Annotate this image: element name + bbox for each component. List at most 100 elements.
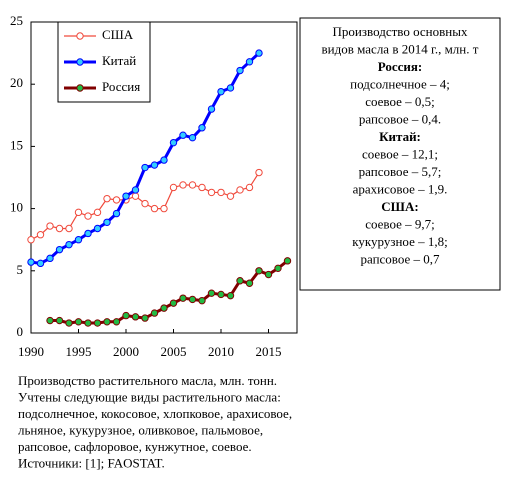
caption-line: подсолнечное, кокосовое, хлопковое, арах… (18, 406, 292, 421)
data-point (255, 49, 263, 57)
data-point (103, 218, 111, 226)
data-point (245, 58, 254, 66)
data-point (226, 84, 235, 92)
data-point (198, 296, 206, 305)
data-point (226, 291, 235, 300)
data-point (46, 222, 54, 230)
legend-marker (76, 32, 84, 40)
data-point (236, 66, 244, 75)
data-point (27, 236, 35, 244)
data-point (217, 87, 225, 96)
note-line: видов масла в 2014 г., млн. т (322, 41, 479, 56)
note-line: соевое – 0,5; (365, 94, 435, 109)
data-point (131, 186, 140, 194)
data-point (84, 212, 92, 220)
data-point (122, 311, 130, 320)
data-point (198, 183, 206, 192)
data-point (188, 295, 197, 304)
data-point (84, 229, 92, 238)
data-point (188, 133, 197, 142)
data-point (207, 105, 216, 113)
note-line: рапсовое – 5,7; (359, 164, 442, 179)
plot-frame (30, 21, 298, 334)
data-point (217, 290, 225, 299)
data-point (65, 319, 73, 327)
note-line: Производство основных (333, 24, 468, 39)
legend-marker (76, 58, 84, 66)
data-point (122, 192, 130, 200)
note-line: Россия: (378, 59, 423, 74)
x-tick-label: 2005 (161, 344, 187, 359)
data-point (207, 188, 216, 197)
data-point (255, 267, 263, 275)
y-tick-label: 0 (17, 324, 24, 339)
data-point (264, 270, 273, 279)
data-point (198, 124, 206, 132)
data-point (93, 319, 102, 327)
data-point (112, 318, 121, 326)
data-point (217, 188, 225, 197)
data-point (131, 313, 140, 321)
note-line: подсолнечное – 4; (350, 76, 450, 91)
data-point (236, 186, 244, 194)
data-point (169, 183, 178, 192)
y-tick-label: 20 (10, 75, 23, 90)
data-point (245, 183, 254, 192)
legend-label: США (102, 27, 134, 42)
data-point (112, 209, 121, 218)
y-tick-label: 15 (10, 137, 23, 152)
data-point (74, 208, 83, 217)
caption-line: Производство растительного масла, млн. т… (18, 373, 277, 388)
note-line: арахисовое – 1,9. (353, 181, 448, 196)
caption-line: Источники: [1]; FAOSTAT. (18, 455, 165, 470)
data-point (207, 289, 216, 297)
data-point (274, 264, 282, 273)
data-point (55, 245, 64, 254)
data-point (55, 316, 64, 325)
data-point (160, 156, 168, 164)
x-tick-label: 1995 (66, 344, 92, 359)
data-point (236, 277, 244, 285)
data-point (36, 259, 45, 268)
legend-marker (76, 84, 84, 92)
data-point (226, 192, 235, 200)
data-point (179, 294, 187, 302)
data-point (84, 319, 92, 327)
data-point (46, 316, 54, 325)
note-line: соевое – 12,1; (362, 146, 438, 161)
data-point (150, 204, 159, 213)
data-point (55, 224, 64, 233)
caption-line: рапсовое, сафлоровое, кунжутное, соевое. (18, 439, 252, 454)
data-point (188, 181, 197, 189)
data-point (36, 231, 45, 239)
data-point (103, 318, 111, 326)
data-point (245, 279, 254, 287)
data-point (27, 258, 35, 266)
data-point (131, 192, 140, 200)
data-point (141, 314, 149, 322)
caption-line: льняное, кукурузное, оливковое, пальмово… (18, 422, 263, 437)
data-point (65, 240, 73, 249)
note-line: Китай: (379, 129, 421, 144)
legend-label: Россия (102, 79, 140, 94)
data-point (283, 257, 292, 265)
y-tick-label: 10 (10, 200, 23, 215)
note-line: соевое – 9,7; (365, 216, 435, 231)
y-tick-label: 25 (10, 13, 23, 28)
data-point (74, 236, 83, 244)
data-point (112, 196, 121, 204)
note-line: рапсовое – 0,7 (360, 251, 440, 266)
note-line: США: (381, 199, 418, 214)
data-point (179, 181, 187, 189)
data-point (169, 299, 178, 307)
notes-box (299, 17, 501, 291)
data-point (255, 168, 263, 177)
data-point (160, 204, 168, 213)
data-point (160, 304, 168, 312)
note-line: кукурузное – 1,8; (352, 234, 447, 249)
data-point (169, 138, 178, 147)
data-point (65, 224, 73, 233)
data-point (179, 131, 187, 139)
y-tick-label: 5 (17, 262, 24, 277)
